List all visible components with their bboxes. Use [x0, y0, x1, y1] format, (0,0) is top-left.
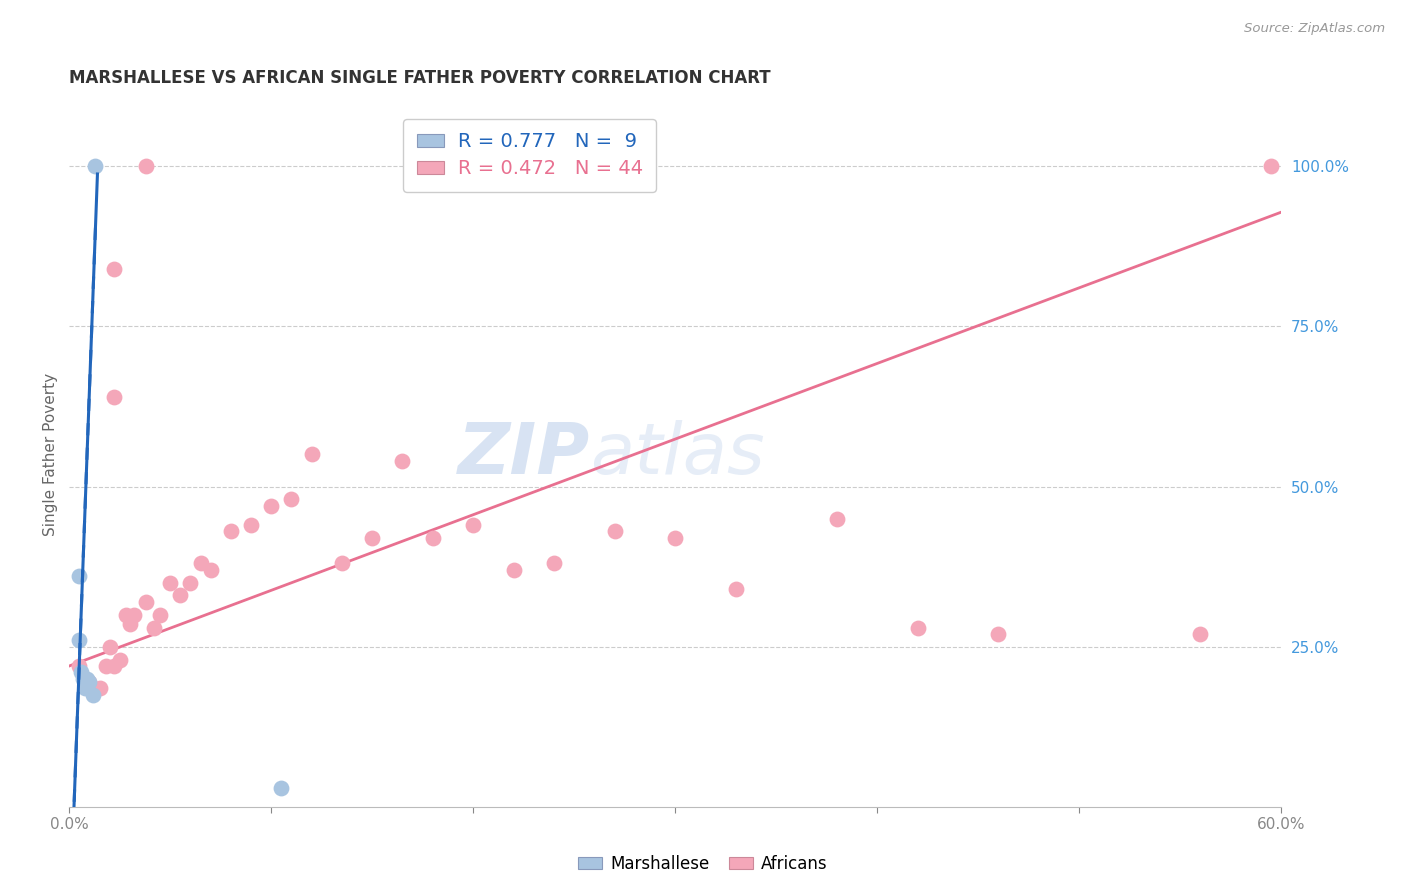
Text: Source: ZipAtlas.com: Source: ZipAtlas.com: [1244, 22, 1385, 36]
Point: [463, 518, 485, 533]
Point: [179, 575, 201, 590]
Point: [67, 659, 90, 673]
Point: [114, 607, 136, 622]
Point: [270, 780, 292, 795]
Point: [200, 563, 222, 577]
Point: [79, 675, 101, 690]
Point: [391, 454, 413, 468]
Point: [240, 518, 263, 533]
Point: [135, 159, 157, 173]
Point: [664, 531, 686, 545]
Point: [118, 617, 141, 632]
Point: [907, 621, 929, 635]
Point: [1260, 159, 1282, 173]
Point: [502, 563, 524, 577]
Point: [825, 511, 848, 525]
Point: [98, 640, 121, 654]
Text: atlas: atlas: [591, 420, 765, 489]
Point: [108, 652, 131, 666]
Point: [70, 665, 93, 680]
Point: [72, 672, 94, 686]
Point: [169, 589, 191, 603]
Point: [94, 659, 117, 673]
Point: [190, 557, 212, 571]
Point: [361, 531, 384, 545]
Point: [75, 681, 97, 696]
Point: [67, 569, 90, 583]
Point: [76, 672, 98, 686]
Point: [219, 524, 242, 539]
Point: [330, 557, 353, 571]
Y-axis label: Single Father Poverty: Single Father Poverty: [44, 373, 58, 536]
Point: [149, 607, 172, 622]
Point: [987, 627, 1010, 641]
Legend: Marshallese, Africans: Marshallese, Africans: [572, 848, 834, 880]
Point: [103, 390, 125, 404]
Point: [84, 159, 107, 173]
Point: [724, 582, 747, 596]
Point: [301, 447, 323, 461]
Point: [422, 531, 444, 545]
Point: [280, 492, 302, 507]
Point: [82, 688, 104, 702]
Point: [67, 633, 90, 648]
Point: [135, 595, 157, 609]
Point: [122, 607, 145, 622]
Point: [159, 575, 181, 590]
Point: [543, 557, 565, 571]
Point: [82, 681, 104, 696]
Point: [143, 621, 166, 635]
Point: [103, 261, 125, 276]
Point: [89, 681, 111, 696]
Point: [603, 524, 626, 539]
Point: [79, 675, 101, 690]
Point: [103, 659, 125, 673]
Text: MARSHALLESE VS AFRICAN SINGLE FATHER POVERTY CORRELATION CHART: MARSHALLESE VS AFRICAN SINGLE FATHER POV…: [69, 69, 770, 87]
Point: [1189, 627, 1212, 641]
Point: [75, 672, 97, 686]
Legend: R = 0.777   N =  9, R = 0.472   N = 44: R = 0.777 N = 9, R = 0.472 N = 44: [404, 119, 657, 192]
Point: [260, 499, 283, 513]
Text: ZIP: ZIP: [458, 420, 591, 489]
